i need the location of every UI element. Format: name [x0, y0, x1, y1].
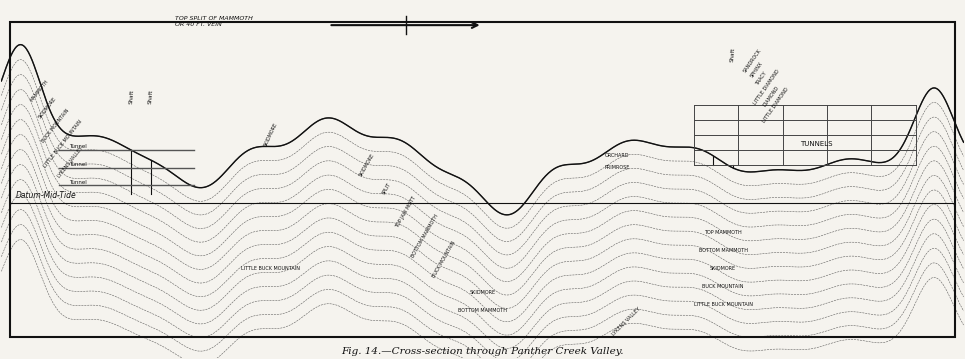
Text: SPHINX: SPHINX: [750, 61, 764, 79]
Text: LITTLE BUCK MOUNTAIN: LITTLE BUCK MOUNTAIN: [694, 302, 753, 307]
Text: BUCK MOUNTAIN: BUCK MOUNTAIN: [431, 241, 456, 279]
Text: LITTLE DIAMOND: LITTLE DIAMOND: [762, 87, 790, 124]
Text: LYKENS VALLEY: LYKENS VALLEY: [57, 145, 84, 178]
Text: TRACY: TRACY: [755, 71, 768, 87]
Text: LYKENS VALLEY: LYKENS VALLEY: [612, 307, 642, 337]
Text: Tunnel: Tunnel: [69, 162, 87, 167]
Text: Fig. 14.—Cross-section through Panther Creek Valley.: Fig. 14.—Cross-section through Panther C…: [342, 347, 623, 356]
Text: SKIDMORE: SKIDMORE: [710, 266, 736, 271]
Text: SKIDMORE: SKIDMORE: [358, 152, 375, 177]
Text: TOP JAW MOTT: TOP JAW MOTT: [395, 195, 417, 229]
Text: Shaft: Shaft: [730, 47, 735, 62]
Text: BOTTOM MAMMOTH: BOTTOM MAMMOTH: [699, 248, 748, 253]
Text: SPLIT: SPLIT: [381, 181, 392, 195]
Text: Tunnel: Tunnel: [69, 144, 87, 149]
Text: BOTTOM MAMMOTH: BOTTOM MAMMOTH: [410, 214, 439, 258]
Text: MAMMOTH: MAMMOTH: [30, 78, 50, 102]
Text: Shaft: Shaft: [148, 89, 153, 104]
Text: SANDROCK: SANDROCK: [742, 48, 762, 74]
Text: BUCK MOUNTAIN: BUCK MOUNTAIN: [703, 284, 744, 289]
Text: LITTLE BUCK MOUNTAIN: LITTLE BUCK MOUNTAIN: [241, 266, 300, 271]
Text: ORCHARD: ORCHARD: [605, 153, 629, 158]
Text: BOTTOM MAMMOTH: BOTTOM MAMMOTH: [458, 308, 507, 313]
Text: Shaft: Shaft: [128, 89, 134, 104]
Text: LITTLE DIAMOND: LITTLE DIAMOND: [753, 69, 781, 106]
Text: TOP MAMMOTH: TOP MAMMOTH: [704, 230, 742, 236]
Text: LITTLE BUCK MOUNTAIN: LITTLE BUCK MOUNTAIN: [42, 119, 83, 169]
Text: SKIDMORE: SKIDMORE: [263, 122, 279, 148]
Text: SKIDMORE: SKIDMORE: [469, 290, 496, 295]
Text: Datum-Mid-Tide: Datum-Mid-Tide: [15, 191, 76, 200]
Text: BUCK MOUNTAIN: BUCK MOUNTAIN: [41, 108, 70, 144]
Text: Tunnel: Tunnel: [69, 180, 87, 185]
Text: DIAMOND: DIAMOND: [762, 85, 780, 108]
Text: PRIMROSE: PRIMROSE: [604, 165, 630, 170]
Text: TUNNELS: TUNNELS: [800, 141, 833, 147]
Text: TOP SPLIT OF MAMMOTH
OR 40 FT. VEIN: TOP SPLIT OF MAMMOTH OR 40 FT. VEIN: [175, 16, 253, 27]
Text: SKIDMORE: SKIDMORE: [38, 97, 58, 120]
